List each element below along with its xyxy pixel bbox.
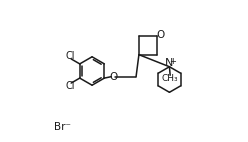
Text: O: O [110, 72, 118, 82]
Text: +: + [169, 57, 176, 66]
Text: Br⁻: Br⁻ [54, 122, 71, 132]
Text: N: N [165, 58, 174, 68]
Text: CH₃: CH₃ [162, 74, 179, 83]
Text: Cl: Cl [66, 81, 75, 91]
Text: O: O [156, 31, 164, 40]
Text: Cl: Cl [66, 51, 75, 61]
